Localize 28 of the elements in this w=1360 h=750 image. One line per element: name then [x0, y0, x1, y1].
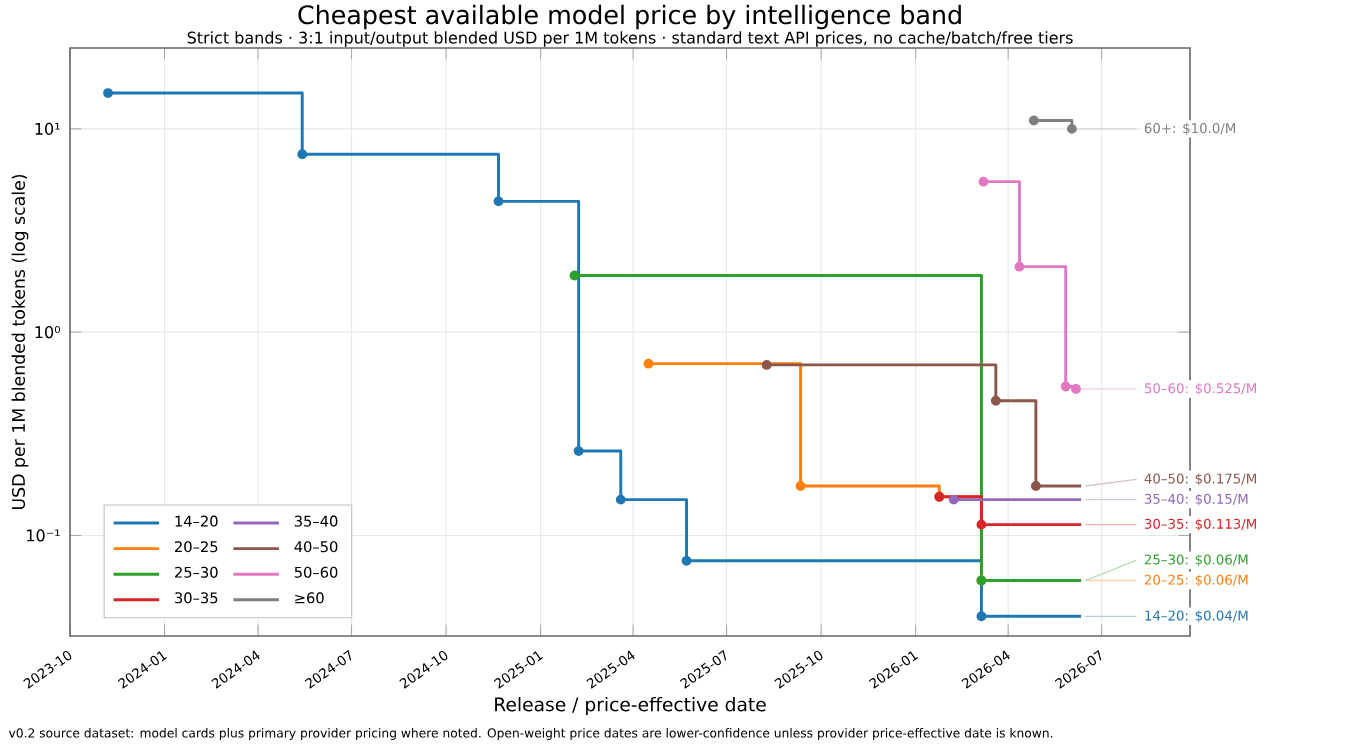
point: [573, 446, 584, 456]
point: [569, 270, 580, 281]
y-tick-label: 10⁰: [35, 326, 61, 339]
point: [976, 519, 987, 530]
point: [978, 176, 989, 187]
point: [615, 494, 626, 505]
point: [761, 359, 772, 370]
point: [297, 149, 308, 160]
x-axis-title: Release / price-effective date: [495, 696, 766, 716]
point: [795, 481, 806, 491]
y-tick-label: 10⁻¹: [27, 529, 60, 542]
chart-title: Cheapest available model price by intelligence band: [298, 4, 961, 30]
point: [1060, 381, 1071, 392]
point: [1066, 123, 1077, 134]
point: [1071, 384, 1081, 394]
point: [681, 555, 692, 566]
point: [103, 88, 113, 99]
chart-subtitle: Strict bands · 3:1 input/output blended USD per 1M tokens · standard text API prices, no cache/batch/free tiers: [187, 31, 1073, 47]
point: [643, 358, 654, 369]
point: [1028, 115, 1039, 126]
point: [493, 196, 504, 207]
point: [976, 611, 987, 622]
y-axis-title: USD per 1M blended tokens (log scale): [11, 174, 29, 510]
point: [1014, 261, 1025, 272]
y-tick-label: 10¹: [35, 122, 60, 135]
point: [990, 395, 1001, 406]
point: [948, 494, 959, 505]
point: [1030, 481, 1041, 491]
